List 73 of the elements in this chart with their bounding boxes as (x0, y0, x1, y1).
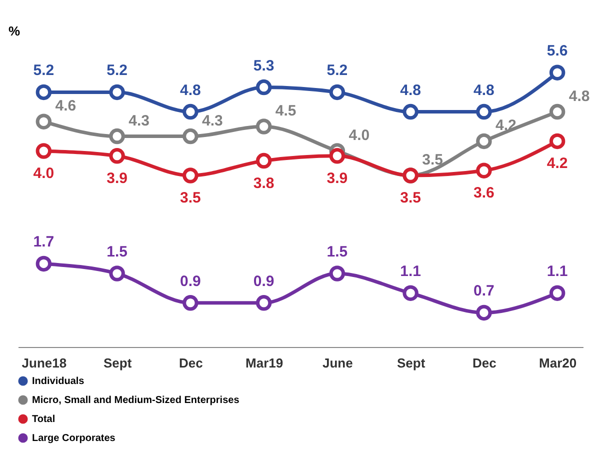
x-tick-label: Dec (179, 356, 203, 370)
y-axis-title: % (8, 24, 20, 38)
point (476, 133, 492, 150)
data-label: 4.8 (568, 88, 590, 105)
data-label: 4.8 (400, 82, 421, 99)
point (549, 133, 566, 150)
data-label: 4.5 (275, 102, 296, 120)
data-label: 3.5 (180, 190, 201, 206)
data-label: 3.8 (253, 174, 274, 192)
point (549, 64, 566, 80)
data-label: 1.7 (33, 234, 54, 251)
point (109, 128, 125, 144)
legend-label: Micro, Small and Medium-Sized Enterprises (32, 395, 240, 406)
x-tick-label: Mar19 (246, 356, 284, 370)
data-label: 5.2 (326, 62, 348, 80)
point (476, 162, 492, 178)
data-label: 0.7 (474, 282, 494, 300)
data-label: 0.9 (253, 272, 274, 290)
data-label: 4.8 (180, 82, 201, 99)
point (182, 104, 198, 120)
data-label: 4.6 (55, 98, 76, 115)
legend-label: Individuals (32, 376, 85, 387)
data-label: 4.3 (128, 112, 150, 130)
point (549, 285, 566, 301)
point (402, 104, 418, 120)
data-label: 4.0 (348, 127, 370, 144)
data-label: 1.5 (326, 244, 348, 260)
point (256, 79, 272, 96)
point (109, 84, 125, 100)
x-tick-label: June (322, 356, 353, 370)
point (109, 148, 125, 164)
data-label: 3.9 (326, 170, 348, 187)
x-tick-label: Sept (396, 356, 426, 370)
data-label: 3.5 (400, 190, 421, 206)
point (476, 304, 492, 321)
point (476, 104, 492, 120)
data-label: 5.2 (106, 62, 128, 80)
point (182, 128, 198, 144)
data-label: 5.6 (546, 42, 568, 60)
legend-label: Large Corporates (32, 433, 116, 444)
data-label: 1.1 (546, 263, 568, 280)
point (36, 143, 52, 159)
data-label: 4.2 (546, 155, 568, 172)
x-tick-label: Dec (472, 356, 496, 370)
point (256, 152, 272, 169)
point (402, 285, 418, 301)
point (182, 168, 198, 184)
data-label: 5.2 (33, 62, 54, 80)
x-tick-label: Sept (103, 356, 132, 370)
point (256, 118, 272, 134)
data-label: 4.8 (474, 82, 494, 99)
data-label: 0.9 (180, 272, 201, 290)
point (329, 84, 346, 100)
data-label: 4.0 (33, 165, 54, 182)
data-label: 5.3 (253, 57, 274, 74)
data-label: 3.5 (422, 152, 443, 168)
point (36, 114, 52, 130)
data-label: 4.3 (202, 112, 223, 130)
point (549, 104, 566, 120)
point (36, 256, 52, 272)
data-label: 1.5 (106, 244, 128, 260)
data-label: 3.9 (106, 170, 128, 187)
x-tick-label: Mar20 (539, 356, 577, 370)
point (109, 266, 125, 282)
legend-label: Total (32, 414, 56, 425)
point (36, 84, 52, 100)
point (329, 148, 346, 164)
data-label: 3.6 (474, 184, 494, 202)
data-label: 1.1 (400, 263, 421, 280)
point (329, 266, 346, 282)
point (256, 295, 272, 311)
x-tick-label: June18 (22, 356, 67, 370)
point (182, 295, 198, 311)
